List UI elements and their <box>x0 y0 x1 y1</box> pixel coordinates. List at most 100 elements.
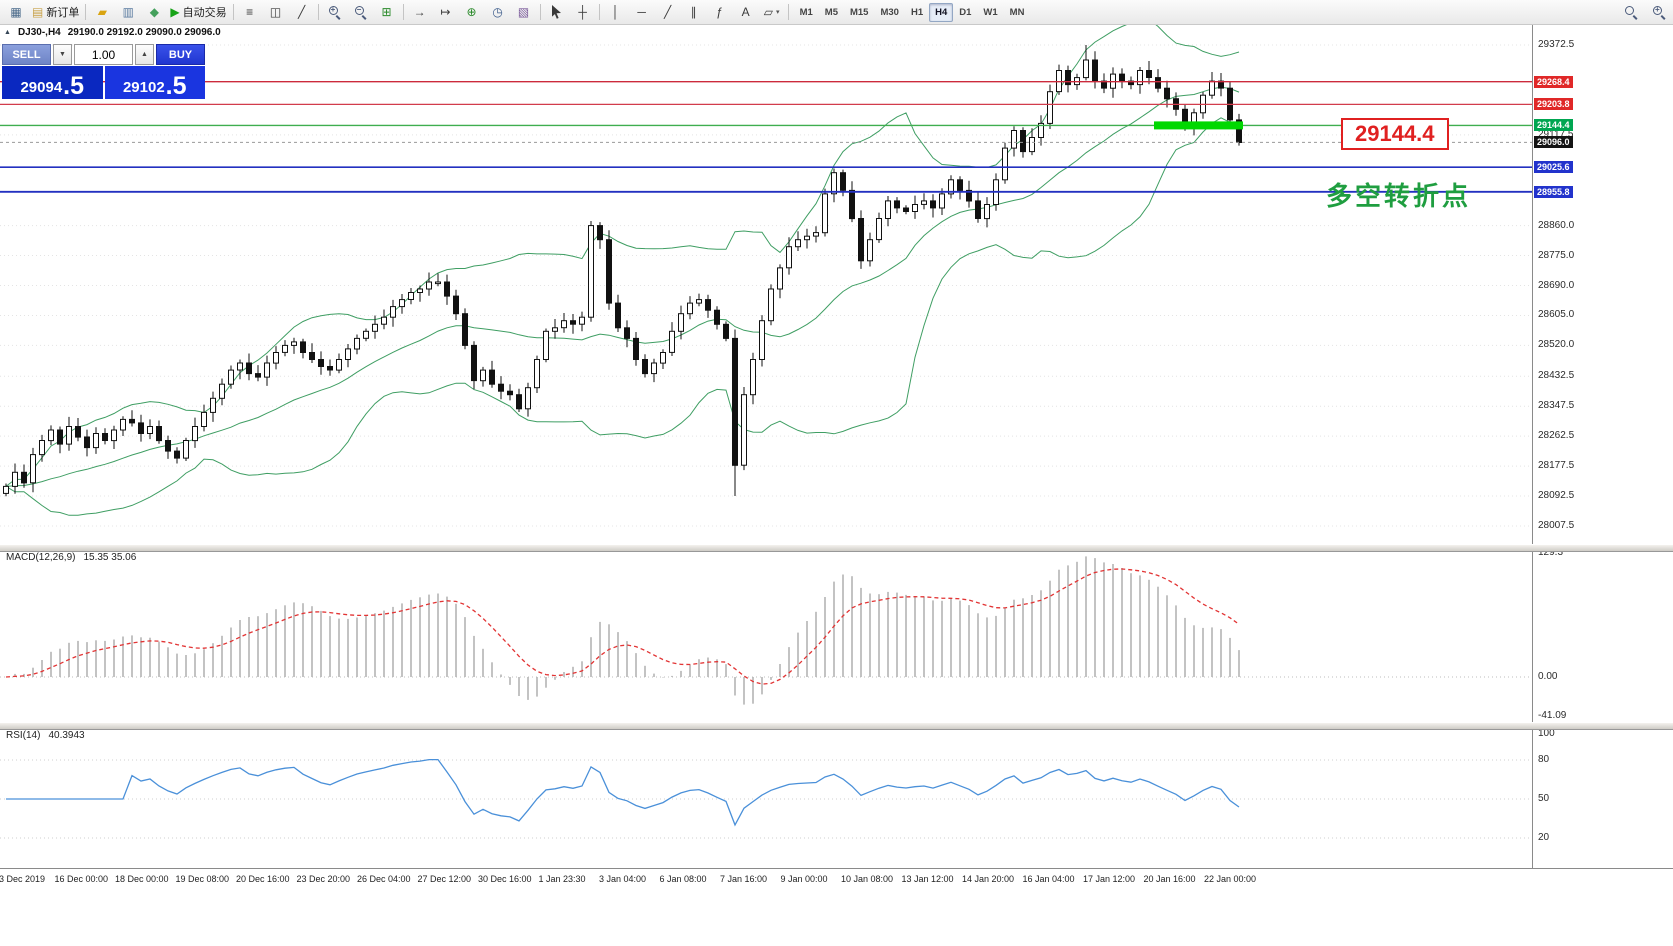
rsi-label: RSI(14) 40.3943 <box>6 730 85 741</box>
rsi-value: 40.3943 <box>48 730 85 741</box>
timeframe-m30[interactable]: M30 <box>880 6 899 18</box>
channel-icon[interactable]: ∥ <box>690 5 697 19</box>
panel-splitter[interactable] <box>0 722 1673 730</box>
price-callout[interactable]: 29144.4 <box>1341 118 1449 150</box>
price-tick: 28007.5 <box>1538 520 1575 531</box>
sell-price-main: 29094 <box>20 79 63 96</box>
symbol-info-bar: ▲ DJ30-,H4 29190.0 29192.0 29090.0 29096… <box>4 27 221 38</box>
price-tick: 28347.5 <box>1538 400 1575 411</box>
time-axis[interactable]: 13 Dec 2019 16 Dec 00:00 18 Dec 00:00 19 De… <box>0 868 1673 893</box>
rsi-name: RSI(14) <box>6 730 41 741</box>
hline-icon[interactable]: ─ <box>637 5 646 19</box>
time-tick-label: 9 Jan 00:00 <box>780 874 828 884</box>
price-tick: 28177.5 <box>1538 460 1575 471</box>
price-badge-blue: 28955.8 <box>1534 186 1573 198</box>
price-badge-green: 29144.4 <box>1534 119 1573 131</box>
price-badge-current: 29096.0 <box>1534 136 1573 148</box>
price-tick: 28092.5 <box>1538 490 1575 501</box>
toolbar-separator <box>317 4 319 20</box>
turning-point-label[interactable]: 多空转折点 <box>1326 181 1472 211</box>
time-tick-label: 16 Jan 04:00 <box>1022 874 1075 884</box>
toolbar-separator <box>85 4 87 20</box>
panel-splitter[interactable] <box>0 544 1673 552</box>
sell-button[interactable]: SELL <box>2 44 51 65</box>
chart-area[interactable]: ▲ DJ30-,H4 29190.0 29192.0 29090.0 29096… <box>0 24 1673 946</box>
chart-shift-icon[interactable]: ↦ <box>440 5 451 19</box>
timeframe-mn[interactable]: MN <box>1009 6 1025 18</box>
buy-price-pips: .5 <box>165 72 187 100</box>
trendline-icon[interactable]: ╱ <box>663 5 672 19</box>
macd-scale-tick: 0.00 <box>1538 671 1558 682</box>
crosshair-icon[interactable]: ┼ <box>578 5 587 19</box>
time-tick-label: 23 Dec 20:00 <box>296 874 351 884</box>
rsi-panel-canvas[interactable] <box>0 728 1532 868</box>
new-chart-icon[interactable]: ▦ <box>10 5 22 19</box>
time-tick-label: 17 Jan 12:00 <box>1083 874 1136 884</box>
fibonacci-icon[interactable]: ƒ <box>716 5 723 19</box>
volume-decrease-button[interactable]: ▼ <box>53 44 72 65</box>
time-tick-label: 22 Jan 00:00 <box>1204 874 1257 884</box>
profiles-icon[interactable]: ▰ <box>97 5 107 19</box>
sell-price-pips: .5 <box>63 72 85 100</box>
price-tick: 29117.5 <box>1538 129 1574 140</box>
timeframe-d1[interactable]: D1 <box>959 6 972 18</box>
buy-price-display[interactable]: 29102.5 <box>104 66 205 100</box>
collapse-panel-icon[interactable]: ▲ <box>4 29 11 36</box>
auto-scroll-icon[interactable]: → <box>413 5 426 19</box>
time-tick-label: 14 Jan 20:00 <box>962 874 1015 884</box>
metaeditor-icon[interactable]: ◆ <box>149 5 159 19</box>
search-icon[interactable] <box>1618 2 1644 22</box>
time-tick-label: 20 Jan 16:00 <box>1143 874 1196 884</box>
sell-price-display[interactable]: 29094.5 <box>2 66 103 99</box>
buy-button[interactable]: BUY <box>156 44 205 65</box>
price-tick: 28690.0 <box>1538 280 1575 291</box>
toolbar-separator <box>402 4 404 20</box>
toolbar-separator <box>598 4 600 20</box>
timeframe-h1[interactable]: H1 <box>910 6 924 18</box>
time-tick-label: 18 Dec 00:00 <box>115 874 169 884</box>
bar-chart-icon[interactable]: ≡ <box>246 5 254 19</box>
vline-icon[interactable]: │ <box>611 5 620 19</box>
macd-values: 15.35 35.06 <box>83 552 137 563</box>
price-axis[interactable]: 29372.5 29117.5 28860.0 28775.0 28690.0 28605… <box>1532 24 1673 868</box>
auto-trading-button[interactable]: ▶ 自动交易 <box>170 5 227 19</box>
macd-panel-canvas[interactable] <box>0 550 1532 722</box>
grid-icon[interactable]: ⊞ <box>381 5 392 19</box>
volume-input[interactable]: 1.00 <box>74 44 133 65</box>
zoom-out-icon[interactable]: − <box>348 2 374 22</box>
price-tick: 28860.0 <box>1538 220 1575 231</box>
timeframe-m15[interactable]: M15 <box>849 6 869 18</box>
rsi-scale-tick: 100 <box>1538 728 1555 739</box>
timeframe-m1[interactable]: M1 <box>799 6 813 18</box>
quick-search-icon[interactable]: + <box>1646 2 1672 22</box>
toolbar-right: + <box>1618 2 1673 22</box>
periods-icon[interactable]: ◷ <box>492 5 503 19</box>
toolbar-separator <box>232 4 234 20</box>
price-tick: 29372.5 <box>1538 39 1575 50</box>
indicators-icon[interactable]: ⊕ <box>466 5 477 19</box>
main-chart-canvas[interactable] <box>0 24 1532 544</box>
price-tick: 28775.0 <box>1538 250 1575 261</box>
timeframe-h4[interactable]: H4 <box>929 2 954 22</box>
timeframe-group: M1 M5 M15 M30 H1 H4 D1 W1 MN <box>794 2 1031 22</box>
zoom-in-icon[interactable]: + <box>322 2 348 22</box>
time-tick-label: 27 Dec 12:00 <box>417 874 472 884</box>
templates-icon[interactable]: ▧ <box>517 5 530 19</box>
text-tool-icon[interactable]: A <box>741 5 750 19</box>
time-tick-label: 16 Dec 00:00 <box>54 874 109 884</box>
toolbar-separator <box>539 4 541 20</box>
timeframe-w1[interactable]: W1 <box>983 6 998 18</box>
timeframe-m5[interactable]: M5 <box>824 6 838 18</box>
macd-scale-tick: -41.09 <box>1538 710 1567 721</box>
time-tick-label: 6 Jan 08:00 <box>659 874 707 884</box>
time-tick-label: 20 Dec 16:00 <box>236 874 290 884</box>
time-tick-label: 7 Jan 16:00 <box>720 874 768 884</box>
line-chart-icon[interactable]: ╱ <box>297 5 306 19</box>
terminal-icon[interactable]: ▥ <box>122 5 135 19</box>
new-order-button[interactable]: ▤ 新订单 <box>32 5 80 19</box>
time-tick-label: 30 Dec 16:00 <box>478 874 532 884</box>
candlestick-icon[interactable]: ◫ <box>269 5 282 19</box>
shapes-icon[interactable]: ▱ ▾ <box>763 5 780 19</box>
volume-increase-button[interactable]: ▲ <box>135 44 154 65</box>
cursor-icon[interactable] <box>544 2 570 22</box>
